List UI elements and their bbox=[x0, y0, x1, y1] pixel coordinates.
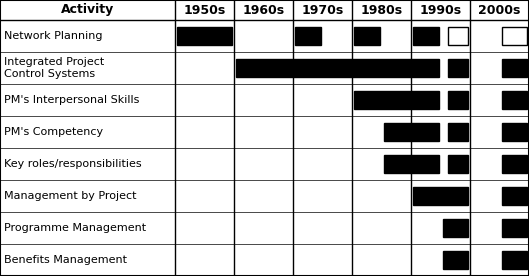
Bar bbox=[442, 219, 468, 237]
Bar bbox=[501, 219, 527, 237]
Text: 1960s: 1960s bbox=[242, 4, 285, 17]
Bar bbox=[501, 27, 527, 45]
Bar bbox=[449, 123, 468, 141]
Text: Integrated Project
Control Systems: Integrated Project Control Systems bbox=[4, 57, 104, 79]
Text: Benefits Management: Benefits Management bbox=[4, 255, 127, 265]
Bar bbox=[384, 155, 439, 173]
Text: 1980s: 1980s bbox=[360, 4, 403, 17]
Bar bbox=[501, 155, 527, 173]
Bar bbox=[413, 27, 439, 45]
Bar bbox=[449, 91, 468, 109]
Bar bbox=[236, 59, 439, 77]
Bar bbox=[442, 251, 468, 269]
Bar bbox=[384, 123, 439, 141]
Text: Key roles/responsibilities: Key roles/responsibilities bbox=[4, 159, 142, 169]
Bar bbox=[501, 187, 527, 205]
Text: Activity: Activity bbox=[61, 4, 114, 17]
Bar bbox=[501, 91, 527, 109]
Bar bbox=[501, 59, 527, 77]
Text: 1950s: 1950s bbox=[184, 4, 226, 17]
Bar bbox=[449, 27, 468, 45]
Bar bbox=[354, 91, 439, 109]
Text: 1990s: 1990s bbox=[419, 4, 462, 17]
Text: 1970s: 1970s bbox=[302, 4, 344, 17]
Text: 2000s: 2000s bbox=[478, 4, 521, 17]
Bar bbox=[413, 187, 468, 205]
Bar bbox=[501, 251, 527, 269]
Text: PM's Interpersonal Skills: PM's Interpersonal Skills bbox=[4, 95, 139, 105]
Bar bbox=[295, 27, 321, 45]
Text: Network Planning: Network Planning bbox=[4, 31, 103, 41]
Bar bbox=[501, 123, 527, 141]
Bar bbox=[354, 27, 379, 45]
Text: PM's Competency: PM's Competency bbox=[4, 127, 103, 137]
Bar bbox=[449, 59, 468, 77]
Bar bbox=[177, 27, 232, 45]
Bar bbox=[449, 155, 468, 173]
Text: Programme Management: Programme Management bbox=[4, 223, 146, 233]
Text: Management by Project: Management by Project bbox=[4, 191, 136, 201]
